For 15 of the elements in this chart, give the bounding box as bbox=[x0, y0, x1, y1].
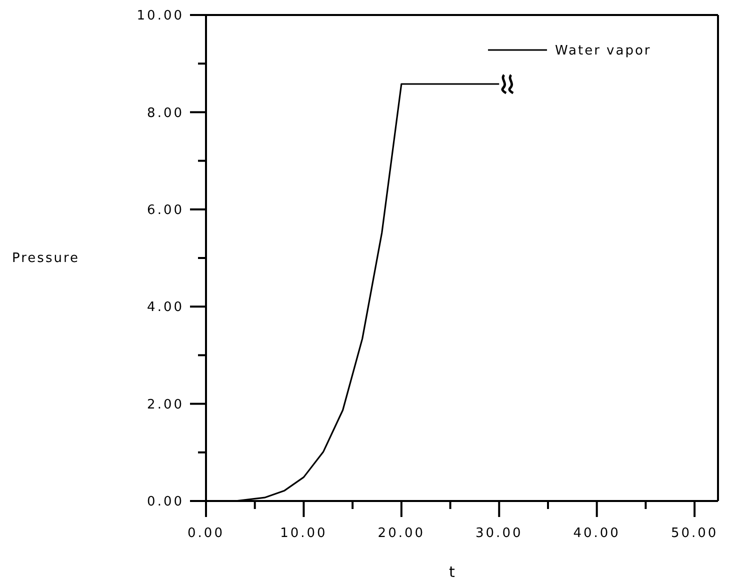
x-tick-label: 40.00 bbox=[573, 526, 620, 541]
y-tick-label: 0.00 bbox=[147, 494, 184, 510]
y-tick-label: 8.00 bbox=[147, 106, 184, 121]
y-tick-label: 10.00 bbox=[136, 8, 184, 24]
x-tick-label: 0.00 bbox=[188, 526, 224, 541]
y-tick-label: 6.00 bbox=[147, 202, 184, 218]
y-tick-label: 2.00 bbox=[147, 397, 184, 412]
legend-label: Water vapor bbox=[555, 44, 652, 59]
x-tick-label: 30.00 bbox=[476, 526, 523, 541]
x-tick-label: 10.00 bbox=[280, 526, 328, 541]
y-axis-title: Pressure bbox=[12, 251, 80, 266]
x-tick-label: 50.00 bbox=[670, 526, 718, 541]
x-axis-title: t bbox=[449, 563, 456, 581]
x-tick-label: 20.00 bbox=[378, 526, 426, 541]
y-tick-label: 4.00 bbox=[147, 300, 184, 316]
